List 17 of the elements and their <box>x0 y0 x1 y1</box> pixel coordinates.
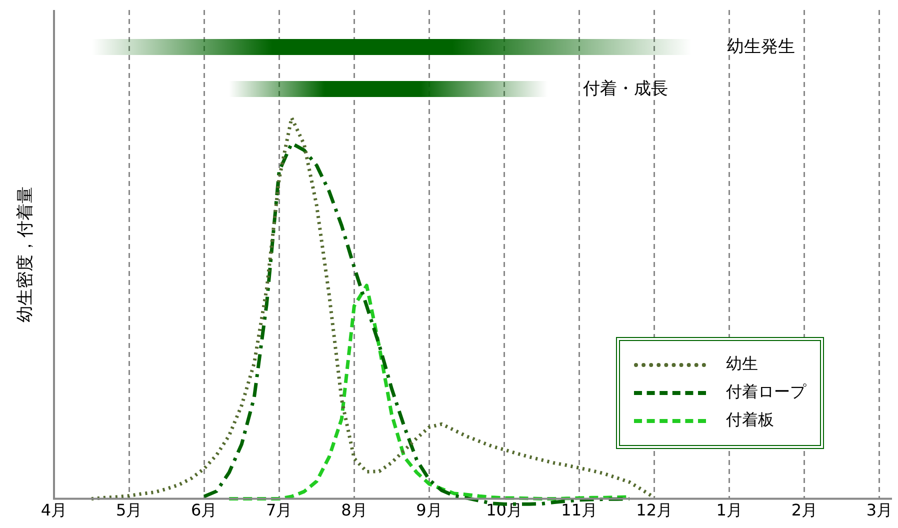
legend-label: 付着ロープ <box>726 382 806 404</box>
x-tick-label: 11月 <box>561 500 598 520</box>
text: 付着・成長 <box>583 79 668 99</box>
x-tick-label: 5月 <box>116 500 142 520</box>
x-tick-label: 8月 <box>341 500 368 520</box>
legend-label: 付着板 <box>726 410 774 432</box>
x-tick-label: 6月 <box>190 500 218 520</box>
text: 幼生発生 <box>726 37 795 57</box>
x-tick-label: 12月 <box>636 500 673 520</box>
x-tick-label: 4月 <box>40 500 68 520</box>
x-tick-label: 7月 <box>266 500 292 520</box>
x-tick-label: 9月 <box>416 500 442 520</box>
x-tick-label: 1月 <box>716 500 742 520</box>
x-tick-label: 3月 <box>866 500 893 520</box>
x-tick-label: 2月 <box>791 500 818 520</box>
y-axis-title: 幼生密度，付着量 <box>15 186 36 322</box>
legend-label: 幼生 <box>726 354 758 376</box>
